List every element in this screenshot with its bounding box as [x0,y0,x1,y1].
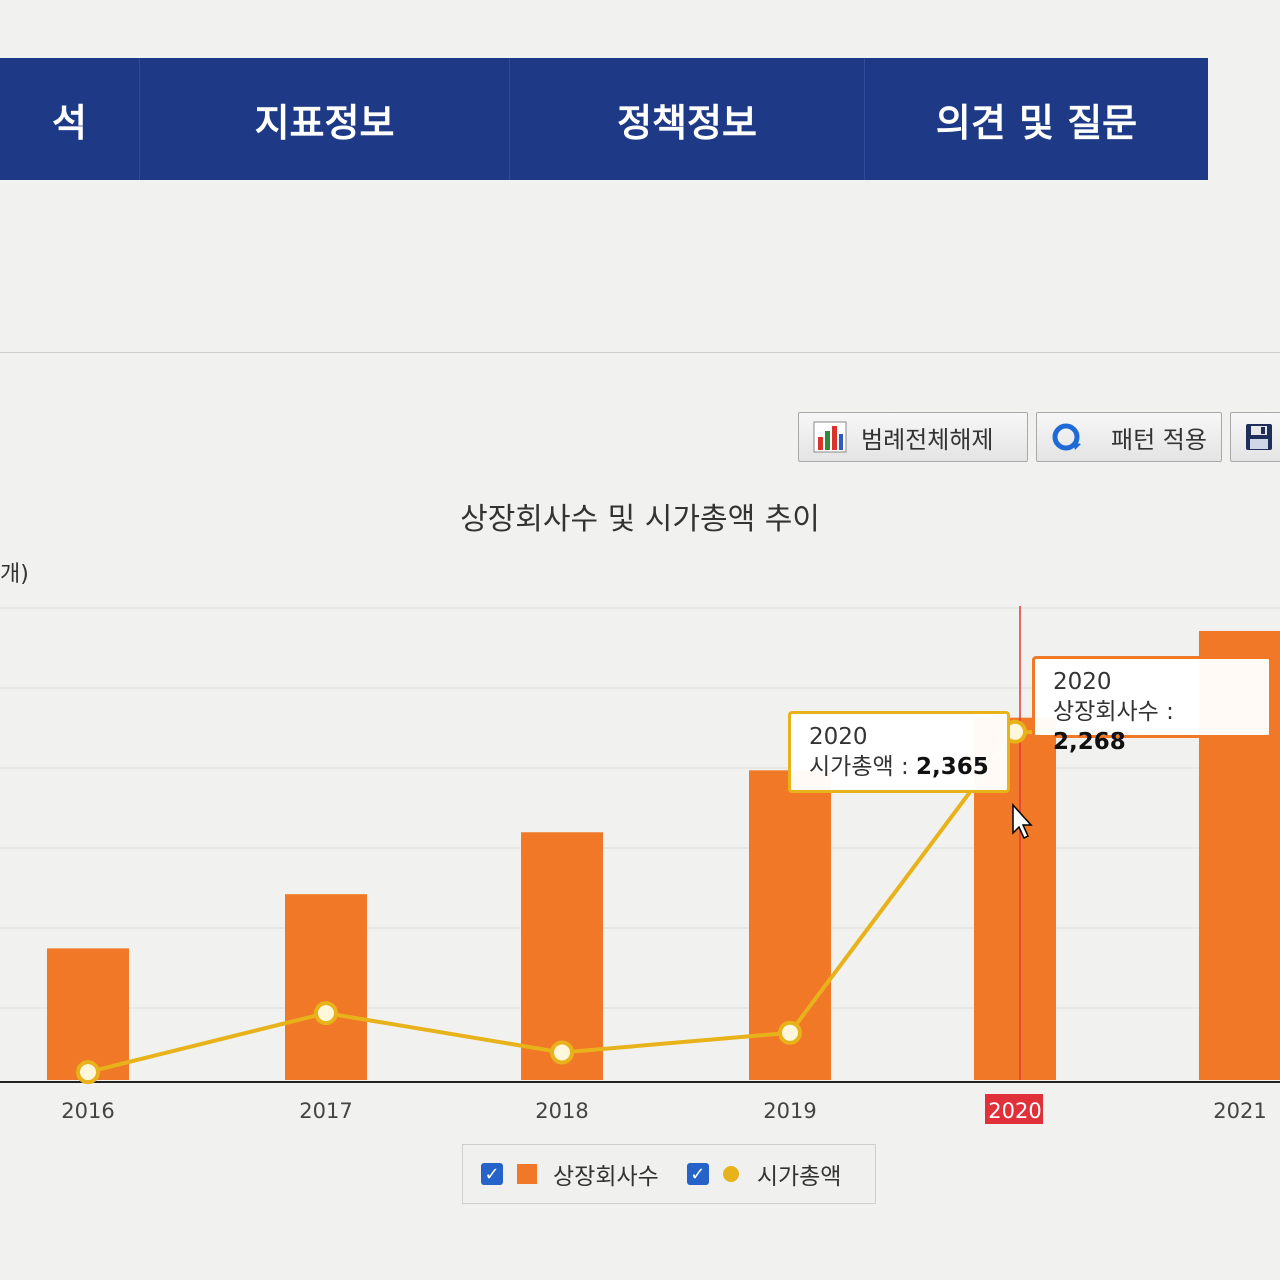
tooltip-listed-companies-value: 2,268 [1053,729,1126,755]
chart-title: 상장회사수 및 시가총액 추이 [460,502,820,537]
bar-2016 [47,948,129,1080]
top-navigation: 석 지표정보 정책정보 의견 및 질문 [0,58,1208,180]
tick-highlight-2020 [985,1094,1043,1124]
nav-item-0[interactable]: 석 [0,58,140,180]
tooltip-market-cap-label: 시가총액 : [809,754,917,780]
bar-2017 [285,894,367,1080]
apply-pattern-button[interactable]: 패턴 적용 [1036,412,1222,462]
legend-swatch-line [722,1166,739,1182]
point-2017 [314,1001,338,1026]
x-tick-2021: 2021 [1213,1099,1266,1123]
bar-chart-icon [813,421,847,453]
legend-checkbox-market-cap[interactable]: ✓ [686,1163,709,1185]
tooltip-listed-companies-label: 상장회사수 : [1053,699,1174,725]
legend-label-market-cap: 시가총액 [756,1164,842,1190]
legend-checkbox-listed-companies[interactable]: ✓ [481,1163,503,1185]
x-tick-2018: 2018 [535,1099,588,1123]
point-2019 [778,1020,802,1045]
x-tick-2020: 2020 [988,1099,1041,1123]
bar-2018 [521,832,603,1080]
legend-item-market-cap[interactable]: ✓ 시가총액 [686,1157,842,1191]
refresh-icon [1051,422,1081,452]
tooltip-listed-companies: 2020 상장회사수 : 2,268 [1032,656,1272,755]
save-button[interactable] [1230,412,1280,462]
tooltip-market-cap-year: 2020 [809,724,868,750]
legend-clear-all-button[interactable]: 범례전체해제 [798,412,1028,462]
legend-clear-all-label: 범례전체해제 [861,425,994,454]
floppy-disk-icon [1245,423,1273,451]
section-divider [0,352,1280,353]
x-tick-2019: 2019 [763,1099,816,1123]
x-tick-2017: 2017 [299,1099,352,1123]
y-axis-unit: 개) [0,562,29,587]
tooltip-market-cap-value: 2,365 [916,754,989,780]
point-2016 [76,1060,100,1085]
nav-item-3[interactable]: 의견 및 질문 [935,100,1138,145]
nav-item-2[interactable]: 정책정보 [510,58,865,180]
nav-item-1[interactable]: 지표정보 [140,58,510,180]
tooltip-listed-companies-year: 2020 [1053,669,1112,695]
x-tick-2016: 2016 [61,1099,114,1123]
legend-label-listed-companies: 상장회사수 [553,1164,659,1190]
legend-swatch-bar [517,1164,537,1184]
chart-legend: ✓ 상장회사수 ✓ 시가총액 [462,1144,876,1204]
mouse-cursor-icon [1012,803,1033,840]
point-2018 [550,1040,574,1065]
legend-item-listed-companies[interactable]: ✓ 상장회사수 [481,1157,659,1191]
tooltip-market-cap: 2020 시가총액 : 2,365 [788,711,1010,793]
apply-pattern-label: 패턴 적용 [1111,425,1207,454]
